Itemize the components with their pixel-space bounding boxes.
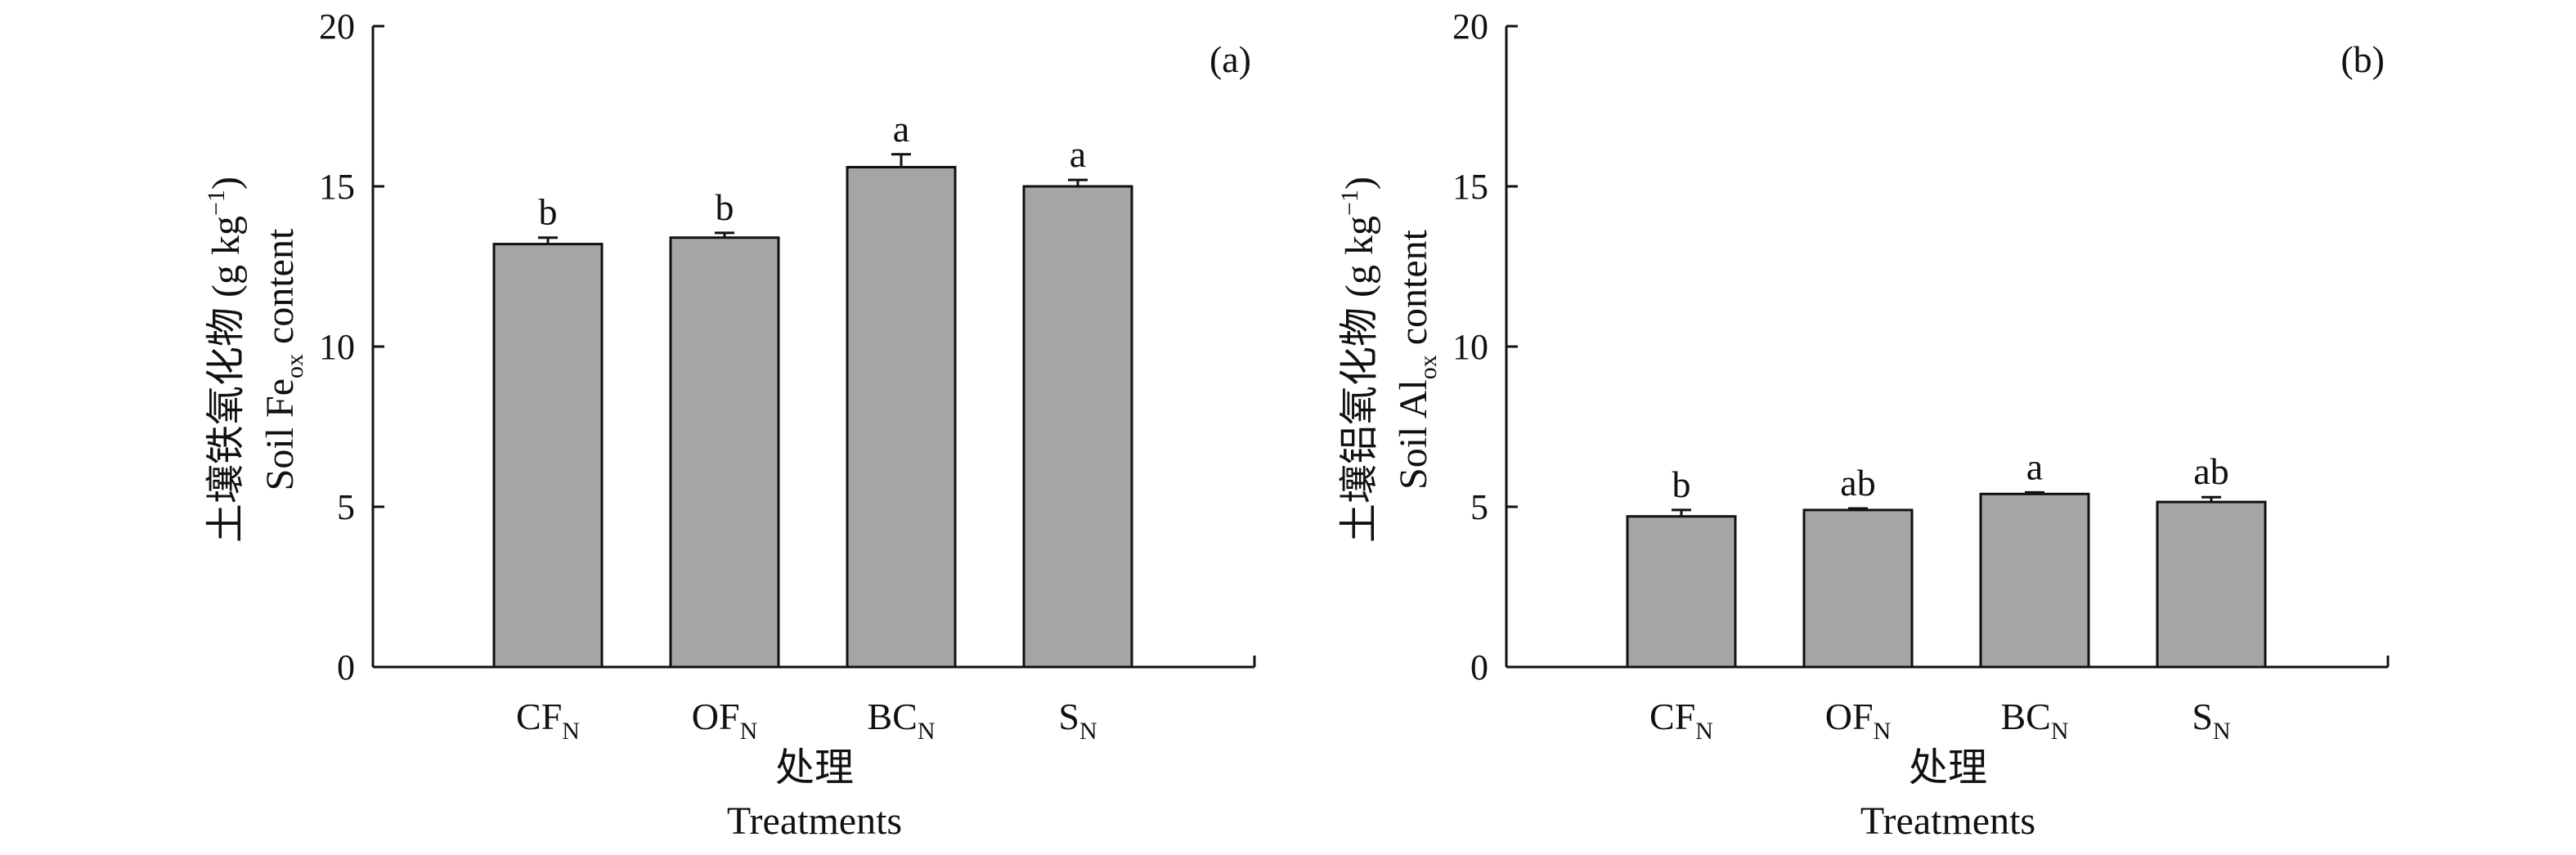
panel-b-ylabel-cn: 土壤铝氧化物 (g kg−1) xyxy=(1336,177,1381,543)
panel-a-xlabel-en: Treatments xyxy=(727,799,902,843)
panel-b-tag: (b) xyxy=(2340,38,2385,80)
panel-a-category-label-3: BCN xyxy=(867,696,935,745)
panel-b-bar-2 xyxy=(1802,508,1914,669)
panel-a-ylabel-cn: 土壤铁氧化物 (g kg−1) xyxy=(203,177,248,543)
panel-b-y-tick-label-5: 20 xyxy=(1452,7,1488,47)
panel-b-y-tick-label-2: 5 xyxy=(1470,487,1488,527)
panel-b-category-sub-4: N xyxy=(2213,718,2231,745)
panel-a-category-main-2: OF xyxy=(692,696,740,737)
panel-a-tag: (a) xyxy=(1209,38,1251,80)
panel-a-bar-4 xyxy=(1022,185,1133,669)
panel-b-ylabel-cn-close: ) xyxy=(1338,177,1381,190)
panel-a-y-tick-label-2: 5 xyxy=(337,487,355,527)
panel-b-y-tick-label-1: 0 xyxy=(1470,647,1488,687)
panel-a-bar-3 xyxy=(846,165,957,669)
panel-b-category-label-4: SN xyxy=(2192,696,2230,745)
panel-b-significance-4: ab xyxy=(2193,450,2228,492)
panel-a-category-label-1: CFN xyxy=(516,696,580,745)
panel-b-y-tick-label-3: 10 xyxy=(1452,327,1488,367)
panel-a-significance-2: b xyxy=(716,186,734,228)
panel-b-xlabel-cn: 处理 xyxy=(1909,746,1987,790)
panel-b-category-main-1: CF xyxy=(1649,696,1695,737)
panel-a-y-tick-label-1: 0 xyxy=(337,647,355,687)
panel-b-ylabel-en-post: content xyxy=(1392,229,1435,355)
panel-b-ylabel-cn-sup: −1 xyxy=(1336,190,1363,216)
panel-b-y-tick-label-4: 15 xyxy=(1452,167,1488,207)
panel-a-ylabel-cn-text: 土壤铁氧化物 (g kg xyxy=(204,216,248,543)
panel-a-ylabel-en-sub: ox xyxy=(281,354,308,378)
panel-b: (b) 土壤铝氧化物 (g kg−1) Soil Alox content 处理… xyxy=(1336,7,2390,843)
panel-a-category-sub-4: N xyxy=(1079,718,1097,745)
panel-b-category-main-3: BC xyxy=(2000,696,2050,737)
panel-b-error-bar-2 xyxy=(1848,507,1868,510)
panel-b-ylabel-cn-text: 土壤铝氧化物 (g kg xyxy=(1338,216,1381,543)
panel-a-significance-3: a xyxy=(893,108,909,150)
panel-a-error-bar-1 xyxy=(538,236,558,244)
panel-b-ylabel-en-sub: ox xyxy=(1415,355,1442,379)
panel-b-bar-1 xyxy=(1626,515,1737,669)
panel-b-category-sub-2: N xyxy=(1874,718,1892,745)
panel-a-category-main-3: BC xyxy=(867,696,917,737)
panel-b-significance-3: a xyxy=(2026,445,2043,487)
panel-b-error-bar-1 xyxy=(1672,508,1691,517)
panel-a-category-sub-3: N xyxy=(918,718,936,745)
panel-a-ylabel-en: Soil Feox content xyxy=(258,228,308,490)
panel-b-ylabel-en: Soil Alox content xyxy=(1392,229,1442,490)
panel-b-bar-3 xyxy=(1979,492,2090,669)
panel-a-y-tick-label-4: 15 xyxy=(319,167,355,207)
panel-a-category-label-4: SN xyxy=(1058,696,1097,745)
panel-a-error-bar-2 xyxy=(715,231,734,238)
panel-a-y-tick-label-3: 10 xyxy=(319,327,355,367)
panel-b-category-main-4: S xyxy=(2192,696,2213,737)
panel-a: (a) 土壤铁氧化物 (g kg−1) Soil Feox content 处理… xyxy=(203,7,1256,843)
panel-a-category-sub-1: N xyxy=(562,718,580,745)
panel-b-category-sub-3: N xyxy=(2051,718,2069,745)
panel-a-bar-2 xyxy=(669,236,780,669)
panel-a-error-bar-3 xyxy=(891,153,911,168)
panel-b-significance-2: ab xyxy=(1840,462,1875,504)
panel-b-category-sub-1: N xyxy=(1695,718,1713,745)
panel-a-significance-4: a xyxy=(1070,133,1086,175)
panel-b-category-label-1: CFN xyxy=(1649,696,1713,745)
panel-a-ylabel-en-pre: Soil Fe xyxy=(258,378,302,490)
panel-b-error-bar-4 xyxy=(2201,495,2221,503)
panel-a-ylabel-cn-sup: −1 xyxy=(203,190,230,216)
panel-b-category-label-3: BCN xyxy=(2000,696,2068,745)
panel-a-xlabel-cn: 处理 xyxy=(775,746,854,790)
panel-a-category-main-4: S xyxy=(1058,696,1079,737)
panel-a-category-main-1: CF xyxy=(516,696,562,737)
panel-a-error-bar-4 xyxy=(1068,178,1088,186)
panel-b-bar-4 xyxy=(2156,500,2267,669)
panel-a-category-label-2: OFN xyxy=(692,696,757,745)
panel-b-category-main-2: OF xyxy=(1825,696,1874,737)
panel-b-xlabel-en: Treatments xyxy=(1860,799,2035,843)
panel-a-ylabel-cn-close: ) xyxy=(204,177,248,190)
panel-b-significance-1: b xyxy=(1672,463,1691,505)
panel-a-category-sub-2: N xyxy=(740,718,758,745)
panel-a-significance-1: b xyxy=(539,191,558,233)
panel-a-ylabel-en-post: content xyxy=(258,228,302,354)
panel-b-category-label-2: OFN xyxy=(1825,696,1891,745)
panel-b-error-bar-3 xyxy=(2025,490,2044,495)
panel-a-y-tick-label-5: 20 xyxy=(319,7,355,47)
panel-b-ylabel-en-pre: Soil Al xyxy=(1392,379,1435,490)
panel-a-bar-1 xyxy=(492,243,604,669)
